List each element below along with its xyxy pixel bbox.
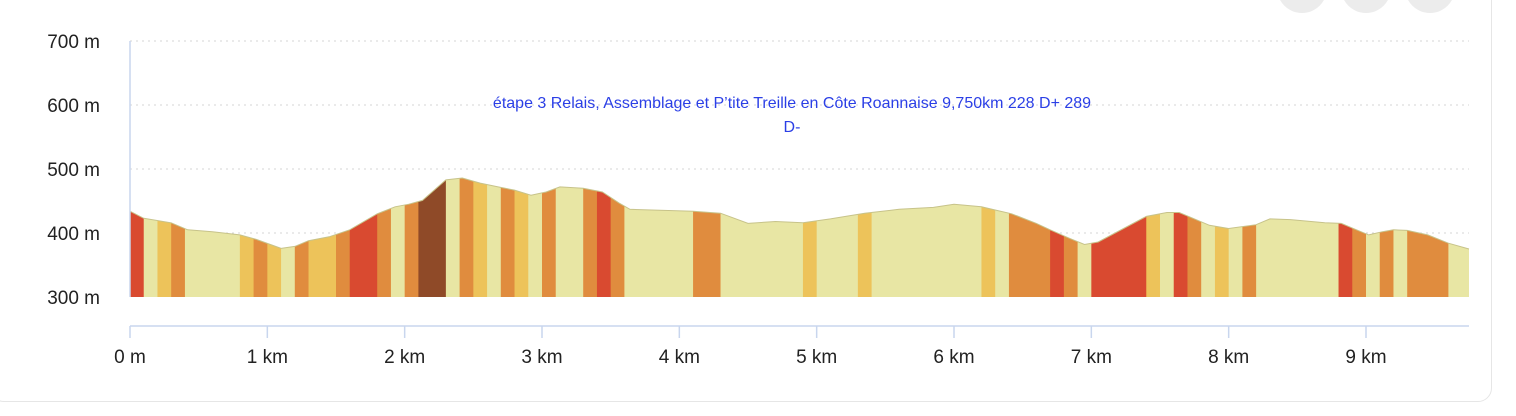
chart-title-line2: D- [784, 119, 801, 136]
axes [129, 41, 1469, 338]
gradient-segment [418, 178, 447, 297]
gradient-segment [143, 178, 159, 297]
y-tick-label: 700 m [47, 32, 100, 53]
gradient-segment [596, 178, 612, 297]
gradient-segment [487, 178, 502, 297]
x-tick-label: 3 km [521, 347, 562, 368]
gradient-segment [1008, 178, 1051, 297]
gradient-segment [1228, 178, 1243, 297]
profile-outline [129, 177, 1470, 250]
y-tick-label: 300 m [47, 288, 100, 309]
gradient-segment [1077, 178, 1092, 297]
gradient-segment [1393, 178, 1408, 297]
gradient-segment [816, 178, 859, 297]
y-tick-labels: 300 m 400 m 500 m 600 m 700 m [47, 32, 100, 309]
gradient-segment [720, 178, 804, 297]
x-tick-label: 6 km [933, 347, 974, 368]
gradient-segment [500, 178, 516, 297]
x-tick-label: 8 km [1208, 347, 1249, 368]
elevation-card: ℹ ⤓ ✕ [0, 0, 1492, 402]
x-tick-label: 2 km [384, 347, 425, 368]
gradient-segment [171, 178, 186, 297]
gradient-segment [802, 178, 818, 297]
gradient-segment [1366, 178, 1381, 297]
gradient-segment [1146, 178, 1161, 297]
gradient-segment [184, 178, 241, 297]
gradient-segment [1242, 178, 1257, 297]
gradient-segment [1201, 178, 1216, 297]
x-tick-label: 9 km [1345, 347, 1386, 368]
gradient-segment [610, 178, 625, 297]
x-tick-label: 5 km [796, 347, 837, 368]
gradient-segments [130, 178, 1469, 297]
gradient-segment [445, 178, 461, 297]
gradient-segment [473, 178, 488, 297]
gradient-segment [542, 178, 557, 297]
gradient-segment [693, 178, 722, 297]
gradient-segment [857, 178, 873, 297]
gradient-segment [281, 178, 296, 297]
gradient-segment [377, 178, 392, 297]
gradient-segment [1338, 178, 1353, 297]
x-tick-label: 7 km [1071, 347, 1112, 368]
gradient-segment [1063, 178, 1079, 297]
gradient-segment [336, 178, 351, 297]
gradient-segment [1407, 178, 1449, 297]
gradient-segment [1173, 178, 1189, 297]
gradient-segment [459, 178, 474, 297]
gradient-segment [253, 178, 268, 297]
gradient-segment [555, 178, 584, 297]
grid-lines [130, 40, 1469, 234]
gradient-segment [871, 178, 983, 297]
gradient-segment [981, 178, 996, 297]
gradient-segment [624, 178, 694, 297]
gradient-segment [528, 178, 543, 297]
y-tick-label: 600 m [47, 96, 100, 117]
gradient-segment [294, 178, 310, 297]
gradient-segment [267, 178, 282, 297]
gradient-segment [1214, 178, 1230, 297]
gradient-segment [404, 178, 419, 297]
gradient-segment [239, 178, 255, 297]
x-tick-label: 4 km [659, 347, 700, 368]
chart-title-line1: étape 3 Relais, Assemblage et P’tite Tre… [493, 95, 1091, 112]
x-tick-label: 1 km [247, 347, 288, 368]
gradient-segment [1160, 178, 1175, 297]
x-tick-label: 0 m [114, 347, 146, 368]
gradient-segment [1352, 178, 1367, 297]
y-tick-label: 500 m [47, 160, 100, 181]
gradient-segment [1379, 178, 1395, 297]
y-tick-label: 400 m [47, 224, 100, 245]
gradient-segment [157, 178, 172, 297]
gradient-segment [1448, 178, 1469, 297]
gradient-segment [349, 178, 378, 297]
gradient-segment [995, 178, 1010, 297]
gradient-segment [514, 178, 529, 297]
gradient-segment [390, 178, 406, 297]
x-tick-labels: 0 m 1 km 2 km 3 km 4 km 5 km 6 km 7 km 8 km 9 km [114, 347, 1386, 368]
gradient-segment [308, 178, 337, 297]
gradient-segment [583, 178, 598, 297]
gradient-segment [1050, 178, 1065, 297]
toolbar: ℹ ⤓ ✕ [1277, 0, 1455, 13]
gradient-segment [130, 178, 145, 297]
gradient-segment [1091, 178, 1147, 297]
gradient-segment [1187, 178, 1202, 297]
gradient-segment [1256, 178, 1340, 297]
